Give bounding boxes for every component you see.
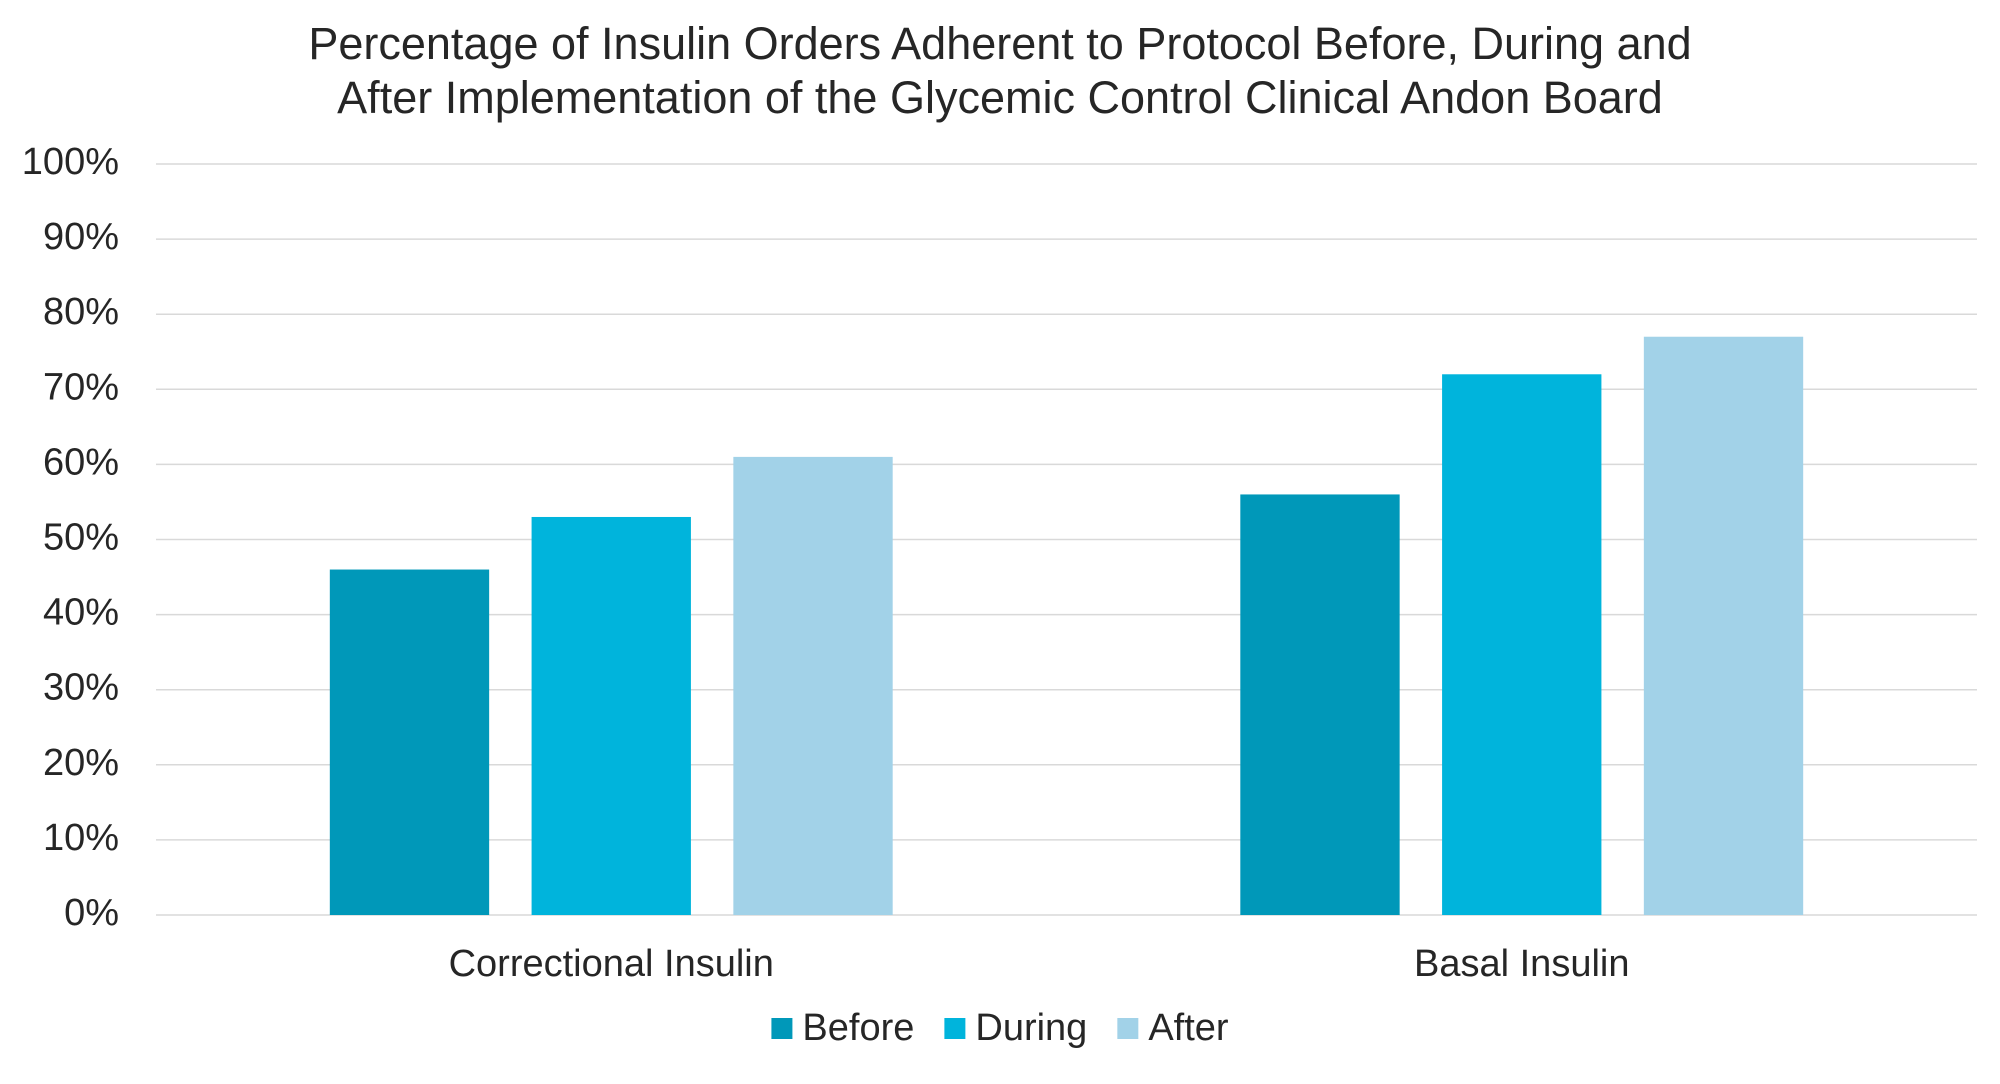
- bar: [733, 456, 893, 915]
- y-tick-label: 40%: [43, 592, 119, 634]
- bar: [1240, 494, 1400, 915]
- x-tick-label: Basal Insulin: [1414, 943, 1629, 985]
- bar: [1643, 336, 1804, 916]
- legend-label: After: [1148, 1007, 1229, 1049]
- chart-title: After Implementation of the Glycemic Con…: [337, 72, 1663, 123]
- y-tick-label: 20%: [43, 742, 119, 784]
- legend-swatch: [771, 1018, 793, 1039]
- legend-swatch: [1117, 1018, 1139, 1039]
- x-tick-label: Correctional Insulin: [449, 943, 774, 985]
- bar: [531, 516, 691, 915]
- y-tick-label: 100%: [22, 141, 119, 183]
- legend-label: Before: [802, 1007, 914, 1049]
- y-tick-label: 90%: [43, 216, 119, 258]
- y-tick-label: 50%: [43, 517, 119, 559]
- y-tick-label: 10%: [43, 817, 119, 859]
- legend-swatch: [944, 1018, 966, 1039]
- y-tick-label: 70%: [43, 366, 119, 408]
- y-tick-label: 0%: [64, 892, 119, 934]
- y-tick-label: 30%: [43, 667, 119, 709]
- y-tick-label: 60%: [43, 441, 119, 483]
- y-tick-label: 80%: [43, 291, 119, 333]
- chart-title: Percentage of Insulin Orders Adherent to…: [308, 18, 1691, 69]
- bar: [329, 569, 490, 915]
- bar: [1442, 374, 1602, 915]
- legend-label: During: [975, 1007, 1087, 1049]
